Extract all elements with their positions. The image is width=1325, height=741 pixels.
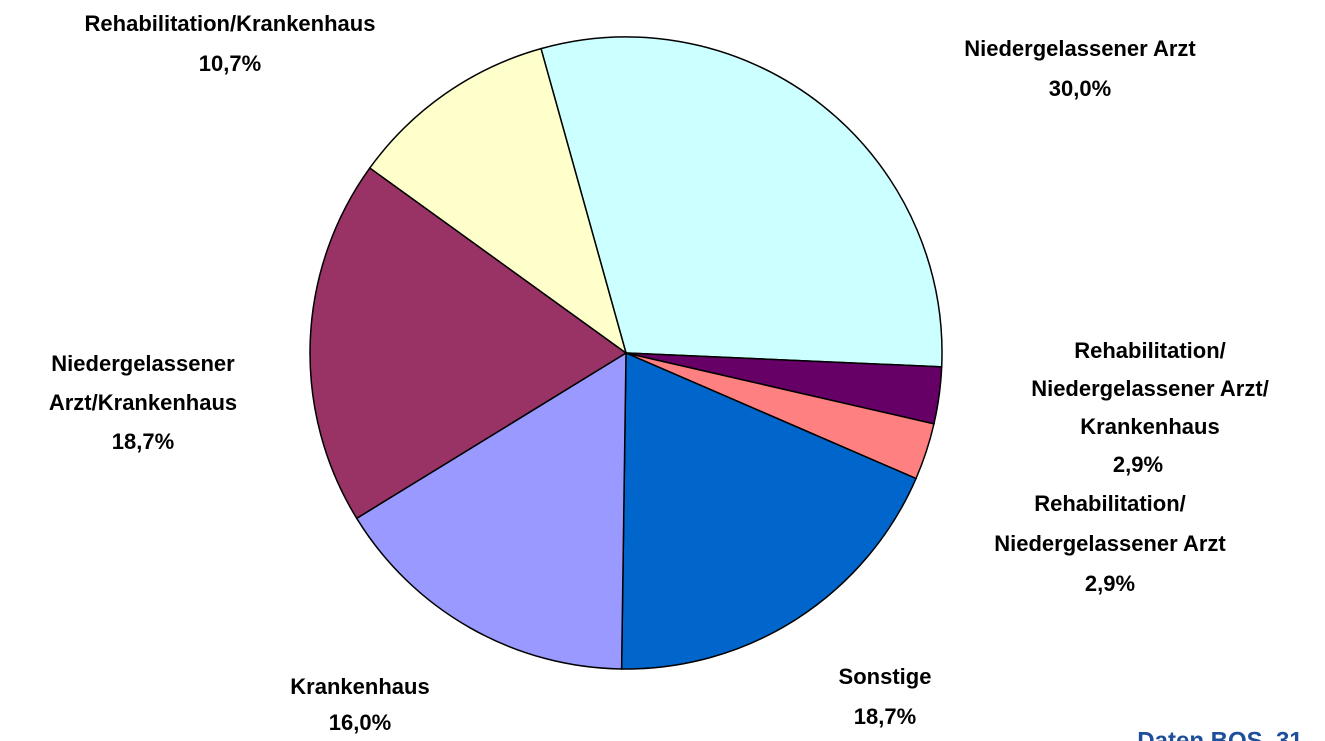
- slice-label: Krankenhaus: [290, 674, 429, 699]
- slice-label: Arzt/Krankenhaus: [49, 390, 237, 415]
- pie-slice: [620, 351, 917, 670]
- source-note: Daten BOS, 31: [1137, 727, 1302, 741]
- slice-label: Sonstige: [839, 664, 932, 689]
- slice-label: Niedergelassener Arzt/: [1031, 376, 1269, 401]
- slice-label: Niedergelassener Arzt: [994, 531, 1226, 556]
- slice-value-label: 2,9%: [1113, 452, 1163, 477]
- slice-label: Niedergelassener Arzt: [964, 36, 1196, 61]
- slice-label: Rehabilitation/: [1034, 491, 1186, 516]
- slice-value-label: 2,9%: [1085, 571, 1135, 596]
- slice-label: Krankenhaus: [1080, 414, 1219, 439]
- slice-value-label: 16,0%: [329, 710, 391, 735]
- slice-label: Rehabilitation/: [1074, 338, 1226, 363]
- pie-slice: [309, 166, 628, 520]
- slice-value-label: 18,7%: [854, 704, 916, 729]
- pie-slice: [355, 351, 627, 670]
- pie-slice: [368, 47, 628, 355]
- slice-value-label: 10,7%: [199, 51, 261, 76]
- pie-slice: [540, 36, 943, 368]
- slice-label: Rehabilitation/Krankenhaus: [85, 11, 376, 36]
- slice-label: Niedergelassener: [51, 351, 235, 376]
- slice-value-label: 18,7%: [112, 429, 174, 454]
- slice-value-label: 30,0%: [1049, 76, 1111, 101]
